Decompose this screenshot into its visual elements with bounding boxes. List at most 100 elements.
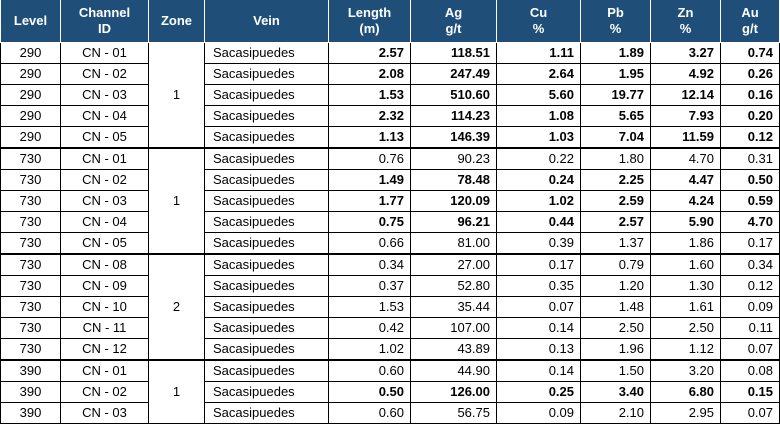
cell-length: 1.77 xyxy=(328,190,411,212)
cell-cu: 1.02 xyxy=(496,190,581,212)
cell-level: 290 xyxy=(0,126,61,149)
cell-pb: 2.50 xyxy=(580,317,651,339)
cell-level: 730 xyxy=(0,253,61,276)
table-row: 730 CN - 10 Sacasipuedes 1.53 35.44 0.07 1.48 1… xyxy=(0,296,780,318)
cell-vein: Sacasipuedes xyxy=(204,338,329,361)
cell-ag: 126.00 xyxy=(410,381,497,403)
cell-length: 1.53 xyxy=(328,296,411,318)
cell-vein: Sacasipuedes xyxy=(204,381,329,403)
header-cu: Cu% xyxy=(496,0,581,43)
cell-pb: 2.10 xyxy=(580,402,651,424)
cell-zn: 4.70 xyxy=(650,147,721,170)
cell-zn: 11.59 xyxy=(650,126,721,149)
cell-length: 2.57 xyxy=(328,42,411,64)
cell-ag: 35.44 xyxy=(410,296,497,318)
cell-zn: 2.95 xyxy=(650,402,721,424)
cell-ag: 118.51 xyxy=(410,42,497,64)
cell-vein: Sacasipuedes xyxy=(204,42,329,64)
cell-channel-id: CN - 01 xyxy=(60,359,149,382)
assay-results-table: Level Channel ID Zone Vein Length (m) Ag g/… xyxy=(0,0,780,424)
cell-vein: Sacasipuedes xyxy=(204,169,329,191)
table-row: 290 CN - 02 Sacasipuedes 2.08 247.49 2.64 1.95… xyxy=(0,63,780,85)
cell-au: 0.50 xyxy=(720,169,780,191)
cell-cu: 1.11 xyxy=(496,42,581,64)
cell-length: 1.13 xyxy=(328,126,411,149)
cell-channel-id: CN - 03 xyxy=(60,84,149,106)
cell-au: 0.74 xyxy=(720,42,780,64)
cell-vein: Sacasipuedes xyxy=(204,211,329,233)
table-row: 290 CN - 03 Sacasipuedes 1.53 510.60 5.60 19.7… xyxy=(0,84,780,106)
header-au: Au g/t xyxy=(720,0,780,43)
cell-pb: 5.65 xyxy=(580,105,651,127)
cell-channel-id: CN - 01 xyxy=(60,42,149,64)
cell-cu: 0.14 xyxy=(496,317,581,339)
cell-zone: 2 xyxy=(148,253,205,361)
cell-pb: 3.40 xyxy=(580,381,651,403)
cell-length: 1.49 xyxy=(328,169,411,191)
table-header: Level Channel ID Zone Vein Length (m) Ag g/… xyxy=(0,0,780,43)
cell-level: 390 xyxy=(0,402,61,424)
cell-vein: Sacasipuedes xyxy=(204,296,329,318)
cell-level: 730 xyxy=(0,211,61,233)
cell-zn: 3.20 xyxy=(650,359,721,382)
cell-ag: 52.80 xyxy=(410,275,497,297)
cell-level: 730 xyxy=(0,275,61,297)
cell-ag: 27.00 xyxy=(410,253,497,276)
cell-zn: 1.60 xyxy=(650,253,721,276)
cell-cu: 0.17 xyxy=(496,253,581,276)
cell-ag: 107.00 xyxy=(410,317,497,339)
cell-length: 1.02 xyxy=(328,338,411,361)
cell-level: 730 xyxy=(0,147,61,170)
cell-level: 290 xyxy=(0,84,61,106)
header-pb: Pb% xyxy=(580,0,651,43)
cell-au: 0.11 xyxy=(720,317,780,339)
cell-level: 290 xyxy=(0,42,61,64)
cell-level: 730 xyxy=(0,190,61,212)
cell-ag: 90.23 xyxy=(410,147,497,170)
cell-pb: 19.77 xyxy=(580,84,651,106)
cell-cu: 0.35 xyxy=(496,275,581,297)
cell-zn: 6.80 xyxy=(650,381,721,403)
cell-zn: 5.90 xyxy=(650,211,721,233)
cell-vein: Sacasipuedes xyxy=(204,147,329,170)
cell-channel-id: CN - 04 xyxy=(60,211,149,233)
cell-ag: 96.21 xyxy=(410,211,497,233)
cell-vein: Sacasipuedes xyxy=(204,126,329,149)
cell-au: 0.26 xyxy=(720,63,780,85)
cell-vein: Sacasipuedes xyxy=(204,359,329,382)
cell-channel-id: CN - 03 xyxy=(60,402,149,424)
header-zone: Zone xyxy=(148,0,205,43)
cell-level: 730 xyxy=(0,232,61,255)
cell-pb: 1.48 xyxy=(580,296,651,318)
cell-channel-id: CN - 10 xyxy=(60,296,149,318)
header-length: Length (m) xyxy=(328,0,411,43)
table-row: 390 CN - 03 Sacasipuedes 0.60 56.75 0.09 2.10 2… xyxy=(0,402,780,424)
cell-au: 0.15 xyxy=(720,381,780,403)
cell-vein: Sacasipuedes xyxy=(204,253,329,276)
table-row: 730 CN - 11 Sacasipuedes 0.42 107.00 0.14 2.50… xyxy=(0,317,780,339)
cell-length: 2.32 xyxy=(328,105,411,127)
header-vein: Vein xyxy=(204,0,329,43)
cell-pb: 2.25 xyxy=(580,169,651,191)
cell-length: 0.50 xyxy=(328,381,411,403)
cell-length: 0.42 xyxy=(328,317,411,339)
cell-channel-id: CN - 02 xyxy=(60,169,149,191)
table-row: 290 CN - 04 Sacasipuedes 2.32 114.23 1.08 5.65… xyxy=(0,105,780,127)
cell-pb: 1.89 xyxy=(580,42,651,64)
cell-au: 0.07 xyxy=(720,338,780,361)
table-row: 290 CN - 05 Sacasipuedes 1.13 146.39 1.03 7.04… xyxy=(0,126,780,149)
cell-pb: 1.95 xyxy=(580,63,651,85)
cell-cu: 2.64 xyxy=(496,63,581,85)
cell-channel-id: CN - 04 xyxy=(60,105,149,127)
cell-au: 0.59 xyxy=(720,190,780,212)
cell-channel-id: CN - 12 xyxy=(60,338,149,361)
table-row: 730 CN - 01 1 Sacasipuedes 0.76 90.23 0.22 1.80… xyxy=(0,147,780,255)
table-row: 290 CN - 01 1 Sacasipuedes 2.57 118.51 1.11 1.8… xyxy=(0,42,780,149)
cell-level: 730 xyxy=(0,169,61,191)
cell-cu: 0.14 xyxy=(496,359,581,382)
cell-level: 730 xyxy=(0,317,61,339)
cell-pb: 1.50 xyxy=(580,359,651,382)
cell-zn: 1.12 xyxy=(650,338,721,361)
cell-cu: 0.25 xyxy=(496,381,581,403)
table-row: 730 CN - 03 Sacasipuedes 1.77 120.09 1.02 2.59… xyxy=(0,190,780,212)
